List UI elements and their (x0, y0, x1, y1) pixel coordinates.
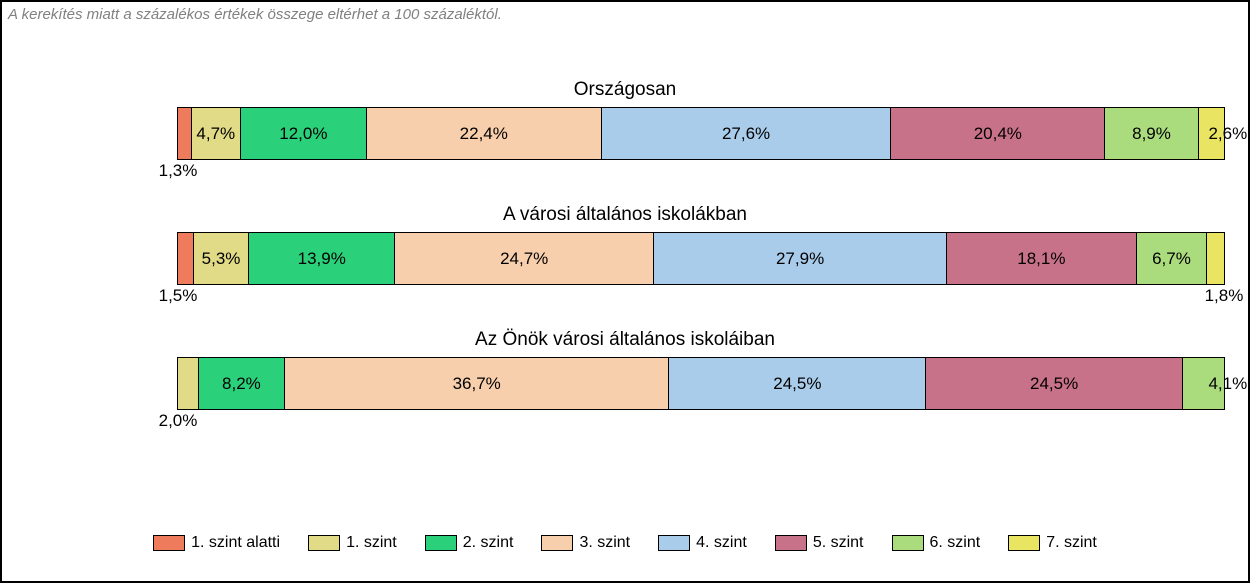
segment-value-label: 4,7% (196, 124, 235, 144)
bar-segment: 13,9% (248, 232, 394, 285)
bar-segment: 6,7% (1136, 232, 1206, 285)
segment-value-label: 18,1% (1017, 249, 1065, 269)
legend-swatch (308, 535, 340, 551)
segment-value-label: 1,8% (1205, 286, 1244, 306)
bar-segment: 4,1% (1182, 357, 1225, 410)
row-title: Országosan (2, 79, 1248, 101)
segment-value-label: 2,6% (1208, 124, 1247, 144)
segment-value-label: 27,9% (776, 249, 824, 269)
bar-segment: 24,5% (925, 357, 1182, 410)
legend-label: 7. szint (1046, 534, 1097, 552)
bar-segment: 4,7% (191, 107, 240, 160)
legend-label: 6. szint (930, 534, 981, 552)
bar-segment: 8,2% (198, 357, 284, 410)
legend-swatch (892, 535, 924, 551)
bar-segment: 1,8% (1206, 232, 1225, 285)
segment-value-label: 12,0% (279, 124, 327, 144)
legend-swatch (425, 535, 457, 551)
legend-item: 5. szint (775, 534, 864, 552)
segment-value-label: 8,2% (222, 374, 261, 394)
legend-swatch (153, 535, 185, 551)
bar-segment: 27,6% (601, 107, 891, 160)
legend-item: 7. szint (1008, 534, 1097, 552)
segment-value-label: 6,7% (1152, 249, 1191, 269)
bar-segment: 1,3% (177, 107, 191, 160)
legend-item: 1. szint (308, 534, 397, 552)
legend-swatch (1008, 535, 1040, 551)
segment-value-label: 20,4% (974, 124, 1022, 144)
segment-value-label: 36,7% (453, 374, 501, 394)
bar-segment: 24,7% (394, 232, 653, 285)
bar-segment: 22,4% (366, 107, 601, 160)
legend-label: 1. szint alatti (191, 534, 280, 552)
segment-value-label: 27,6% (722, 124, 770, 144)
segment-value-label: 8,9% (1132, 124, 1171, 144)
segment-value-label: 22,4% (460, 124, 508, 144)
bar-segment: 1,5% (177, 232, 193, 285)
bar-segment: 2,0% (177, 357, 198, 410)
bar-segment: 12,0% (240, 107, 366, 160)
legend-swatch (658, 535, 690, 551)
segment-value-label: 1,3% (159, 161, 198, 181)
bar-row: 1,3% 4,7% 12,0% 22,4% 27,6% 20,4% 8,9% 2,6% (177, 107, 1225, 160)
bar-segment: 2,6% (1198, 107, 1225, 160)
legend-item: 3. szint (541, 534, 630, 552)
legend-swatch (775, 535, 807, 551)
bar-segment: 5,3% (193, 232, 249, 285)
legend-item: 1. szint alatti (153, 534, 280, 552)
bar-segment: 20,4% (890, 107, 1104, 160)
legend-item: 6. szint (892, 534, 981, 552)
segment-value-label: 24,5% (1030, 374, 1078, 394)
segment-value-label: 24,7% (500, 249, 548, 269)
legend-label: 4. szint (696, 534, 747, 552)
legend-item: 2. szint (425, 534, 514, 552)
bar-segment: 8,9% (1104, 107, 1197, 160)
rounding-note: A kerekítés miatt a százalékos értékek ö… (8, 6, 502, 23)
chart-frame: A kerekítés miatt a százalékos értékek ö… (0, 0, 1250, 583)
legend-swatch (541, 535, 573, 551)
bar-segment: 36,7% (284, 357, 669, 410)
legend-label: 2. szint (463, 534, 514, 552)
segment-value-label: 5,3% (202, 249, 241, 269)
bar-row: 2,0% 8,2% 36,7% 24,5% 24,5% 4,1% (177, 357, 1225, 410)
legend-label: 3. szint (579, 534, 630, 552)
segment-value-label: 13,9% (298, 249, 346, 269)
legend-label: 1. szint (346, 534, 397, 552)
bar-segment: 27,9% (653, 232, 946, 285)
legend-label: 5. szint (813, 534, 864, 552)
segment-value-label: 4,1% (1208, 374, 1247, 394)
bar-segment: 18,1% (946, 232, 1136, 285)
segment-value-label: 1,5% (159, 286, 198, 306)
legend-item: 4. szint (658, 534, 747, 552)
legend: 1. szint alatti 1. szint 2. szint 3. szint 4… (2, 534, 1248, 552)
segment-value-label: 24,5% (773, 374, 821, 394)
bar-row: 1,5% 5,3% 13,9% 24,7% 27,9% 18,1% 6,7% 1,8% (177, 232, 1225, 285)
bar-segment: 24,5% (668, 357, 925, 410)
row-title: A városi általános iskolákban (2, 204, 1248, 226)
row-title: Az Önök városi általános iskoláiban (2, 329, 1248, 351)
segment-value-label: 2,0% (159, 411, 198, 431)
